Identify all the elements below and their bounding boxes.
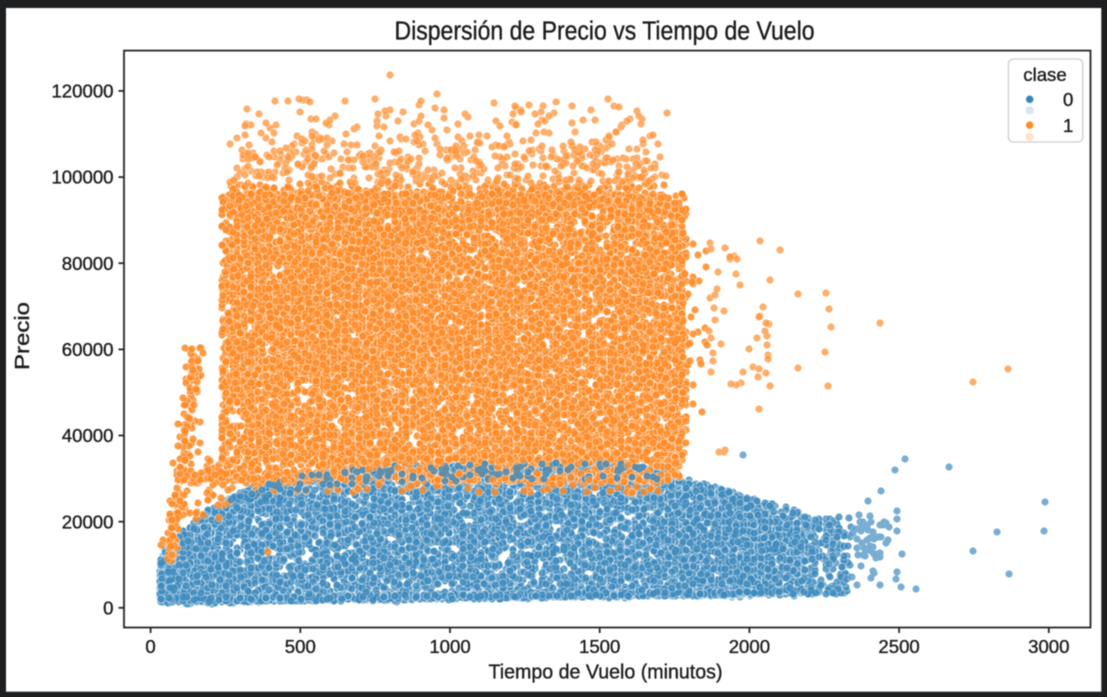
svg-text:120000: 120000 <box>51 81 113 102</box>
svg-text:Tiempo de Vuelo (minutos): Tiempo de Vuelo (minutos) <box>489 662 723 684</box>
svg-text:0: 0 <box>103 597 113 618</box>
svg-text:3000: 3000 <box>1028 636 1069 657</box>
svg-text:100000: 100000 <box>51 167 113 188</box>
svg-text:1: 1 <box>1063 115 1073 136</box>
svg-text:2500: 2500 <box>878 636 919 657</box>
svg-text:2000: 2000 <box>729 636 770 657</box>
svg-text:40000: 40000 <box>62 425 114 446</box>
svg-text:0: 0 <box>145 636 155 657</box>
svg-text:clase: clase <box>1023 64 1066 85</box>
svg-text:20000: 20000 <box>62 511 114 532</box>
svg-text:1000: 1000 <box>429 636 470 657</box>
svg-text:60000: 60000 <box>62 339 114 360</box>
svg-text:0: 0 <box>1063 89 1073 110</box>
svg-text:1500: 1500 <box>579 636 620 657</box>
svg-text:80000: 80000 <box>62 253 114 274</box>
svg-text:Dispersión de Precio vs Tiempo: Dispersión de Precio vs Tiempo de Vuelo <box>395 16 815 46</box>
svg-text:500: 500 <box>285 636 316 657</box>
svg-text:Precio: Precio <box>12 302 34 370</box>
